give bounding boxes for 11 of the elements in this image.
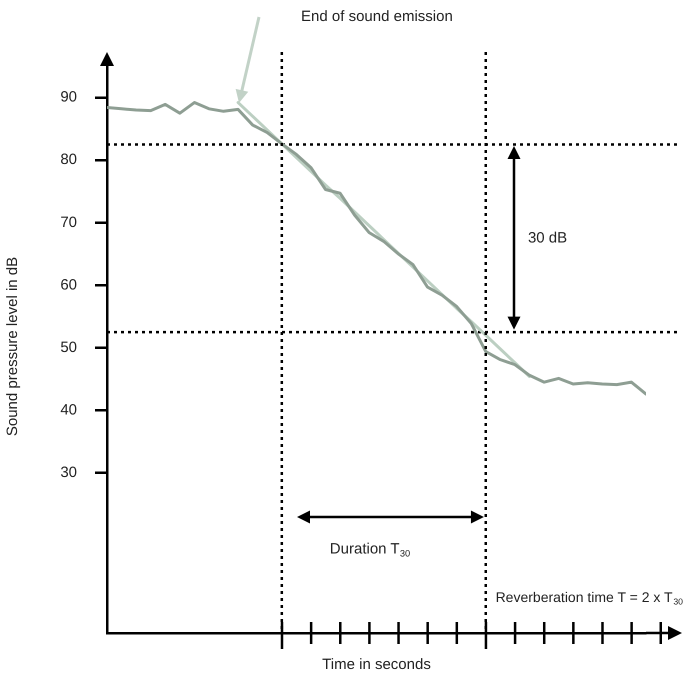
y-tick-label: 70 [60, 214, 77, 231]
y-tick-label: 60 [60, 276, 77, 294]
text: End of sound emission [301, 8, 453, 26]
y-tick-label: 80 [60, 151, 77, 168]
y-tick-label: 30 [60, 464, 77, 481]
y-tick-label: 90 [60, 88, 77, 106]
annotation: 30 dB [528, 229, 568, 246]
y-tick-label: 40 [60, 401, 77, 418]
x-axis-title: Time in seconds [322, 656, 431, 674]
y-tick-label: 50 [60, 338, 77, 356]
y-axis-title: Sound pressure level in dB [4, 256, 22, 436]
